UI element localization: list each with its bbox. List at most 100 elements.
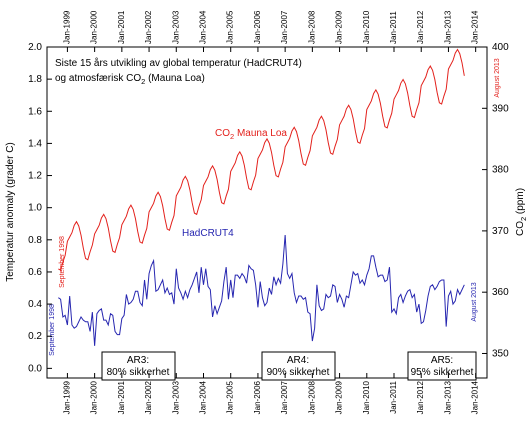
y2-tick-label: 400 (492, 42, 509, 53)
x-tick-label: Jan-2011 (389, 11, 398, 44)
text-part: Jan-2004 (199, 380, 208, 414)
text-part: Jan-2003 (171, 10, 180, 44)
x-tick-label: Jan-2006 (253, 10, 262, 44)
text-part: Jan-2008 (307, 10, 316, 44)
text-part: 0.0 (28, 363, 42, 374)
x-tick-label: Jan-2009 (335, 10, 344, 44)
text-part: 370 (492, 226, 509, 237)
text-part: Temperatur anomaly (grader C) (5, 142, 16, 282)
y-tick-label: 1.0 (28, 202, 42, 213)
text-part: 0.6 (28, 267, 42, 278)
box-text: AR5: (431, 355, 453, 366)
text-part: Jan-2011 (389, 11, 398, 44)
x-tick-label: Jan-1999 (63, 380, 72, 414)
text-part: Jan-2001 (117, 380, 126, 414)
text-part: (Mauna Loa) (145, 73, 204, 84)
text-part: Jan-2006 (253, 10, 262, 44)
text-part: 350 (492, 348, 509, 359)
text-part: CO (515, 221, 526, 236)
text-part: September 1998 (59, 236, 66, 288)
subscript: 2 (519, 217, 528, 221)
text-part: Jan-2000 (90, 10, 99, 44)
x-tick-label: Jan-2008 (307, 10, 316, 44)
x-tick-label: Jan-2005 (226, 10, 235, 44)
x-tick-label: Jan-2007 (280, 10, 289, 44)
text-part: Jan-2008 (307, 380, 316, 414)
x-tick-label: Jan-2005 (226, 380, 235, 414)
text-part: Jan-2009 (335, 380, 344, 414)
ar-box: AR4: 90% sikkerhet (261, 351, 336, 381)
text-part: 95% sikkerhet (411, 367, 474, 378)
text-part: 390 (492, 103, 509, 114)
y-tick-label: 0.0 (28, 363, 42, 374)
plot-frame (46, 46, 488, 379)
text-part: Jan-2011 (389, 380, 398, 413)
x-tick-label: Jan-2012 (416, 10, 425, 44)
chart-title: Siste 15 års utvikling av global tempera… (55, 57, 302, 69)
text-part: Jan-2004 (199, 10, 208, 44)
text-part: Jan-2005 (226, 10, 235, 44)
x-tick-label: Jan-2000 (90, 10, 99, 44)
x-tick-label: Jan-2002 (144, 10, 153, 44)
y2-axis-label: CO2 (ppm) (515, 188, 529, 236)
text-part: Jan-2010 (362, 380, 371, 414)
x-tick-label: Jan-2003 (171, 10, 180, 44)
text-part: AR3: (127, 355, 149, 366)
text-part: Jan-2005 (226, 380, 235, 414)
text-part: 1.4 (28, 138, 42, 149)
box-text: 90% sikkerhet (267, 367, 330, 378)
text-part: August 2013 (494, 58, 501, 97)
text-part: Jan-2010 (362, 10, 371, 44)
annotation: August 2013 (494, 58, 501, 97)
box-text: 95% sikkerhet (411, 367, 474, 378)
text-part: Mauna Loa (234, 128, 287, 139)
x-tick-label: Jan-2004 (199, 380, 208, 414)
text-part: 0.4 (28, 299, 42, 310)
text-part: AR5: (431, 355, 453, 366)
box-frame (101, 351, 176, 381)
text-part: Jan-2009 (335, 10, 344, 44)
annotation: September 1998 (49, 304, 56, 356)
x-tick-label: Jan-2010 (362, 10, 371, 44)
x-tick-label: Jan-2010 (362, 380, 371, 414)
text-part: Jan-2002 (144, 380, 153, 414)
x-tick-label: Jan-2004 (199, 10, 208, 44)
text-part: 1.2 (28, 170, 42, 181)
x-tick-label: Jan-2011 (389, 380, 398, 413)
y-tick-label: 0.4 (28, 299, 42, 310)
x-tick-label: Jan-2014 (471, 380, 480, 414)
y2-tick-label: 360 (492, 287, 509, 298)
x-tick-label: Jan-2000 (90, 380, 99, 414)
text-part: 1.6 (28, 106, 42, 117)
text-part: Siste 15 års utvikling av global tempera… (55, 57, 302, 69)
y-tick-label: 1.8 (28, 74, 42, 85)
ar-box: AR5: 95% sikkerhet (407, 351, 477, 381)
subscript: 2 (141, 77, 145, 86)
text-part: Jan-2013 (444, 10, 453, 44)
series-label: HadCRUT4 (182, 228, 234, 239)
text-part: 0.8 (28, 234, 42, 245)
series-line (58, 48, 465, 271)
x-tick-label: Jan-2001 (117, 10, 126, 44)
text-part: Jan-2006 (253, 380, 262, 414)
x-tick-label: Jan-2006 (253, 380, 262, 414)
text-part: 1.8 (28, 74, 42, 85)
text-part: Jan-2012 (416, 10, 425, 44)
x-tick-label: Jan-1999 (63, 10, 72, 44)
y2-tick-label: 380 (492, 164, 509, 175)
text-part: 1.0 (28, 202, 42, 213)
y-tick-label: 1.6 (28, 106, 42, 117)
y2-tick-label: 370 (492, 226, 509, 237)
x-tick-label: Jan-2009 (335, 380, 344, 414)
y-tick-label: 0.2 (28, 331, 42, 342)
x-tick-label: Jan-2002 (144, 380, 153, 414)
text-part: 380 (492, 164, 509, 175)
text-part: (ppm) (515, 188, 526, 217)
x-tick-label: Jan-2012 (416, 380, 425, 414)
text-part: AR4: (287, 355, 309, 366)
chart-subtitle: og atmosfærisk CO2 (Mauna Loa) (55, 73, 205, 87)
y-axis-label: Temperatur anomaly (grader C) (5, 142, 16, 282)
box-text: AR3: (127, 355, 149, 366)
text-part: CO (215, 128, 230, 139)
